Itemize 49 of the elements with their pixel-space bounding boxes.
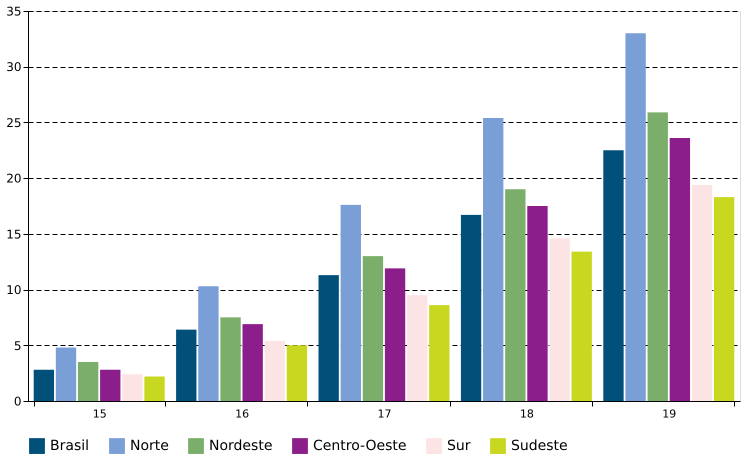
- legend-label: Sur: [447, 438, 471, 454]
- bar: [460, 214, 482, 401]
- y-tick-label: 25: [6, 116, 22, 130]
- bar: [549, 238, 570, 401]
- x-tick-label: 18: [520, 408, 534, 420]
- y-tick-label: 5: [14, 338, 22, 353]
- bar: [100, 370, 120, 401]
- y-tick-label: 35: [6, 4, 22, 18]
- x-tick-label: 16: [235, 408, 250, 420]
- bar: [407, 295, 428, 401]
- bar: [692, 184, 712, 401]
- bar: [340, 204, 361, 401]
- bar: [362, 256, 384, 401]
- legend-label: Brasil: [50, 438, 90, 454]
- bar: [714, 197, 734, 401]
- x-tick-label: 19: [662, 408, 676, 420]
- bar: [286, 345, 308, 401]
- bar: [318, 275, 339, 401]
- bar: [429, 305, 450, 401]
- legend-label: Sudeste: [511, 438, 568, 454]
- bar: [603, 150, 624, 401]
- bar: [670, 138, 690, 401]
- y-tick-label: 10: [6, 283, 22, 298]
- legend-label: Centro-Oeste: [313, 438, 406, 454]
- y-tick-label: 15: [6, 227, 22, 242]
- bar: [220, 317, 241, 401]
- x-tick-label: 15: [92, 408, 107, 420]
- bar: [572, 252, 592, 401]
- bar: [242, 324, 263, 401]
- bar: [144, 376, 165, 401]
- bar: [527, 206, 548, 401]
- y-tick-label: 0: [14, 394, 22, 408]
- x-tick-label: 17: [378, 408, 392, 420]
- legend-label: Norte: [130, 438, 169, 454]
- y-tick-label: 30: [6, 60, 22, 74]
- bar: [34, 370, 54, 401]
- bar: [122, 374, 143, 401]
- bar: [198, 286, 219, 401]
- bar: [384, 268, 406, 401]
- bar: [483, 118, 504, 401]
- bar: [648, 112, 668, 401]
- bar: [78, 362, 98, 401]
- bar: [56, 348, 76, 401]
- legend-label: Nordeste: [209, 438, 272, 454]
- bar: [176, 330, 196, 401]
- bar: [625, 33, 646, 401]
- bar: [505, 189, 526, 401]
- y-tick-label: 20: [6, 172, 22, 186]
- bar: [264, 340, 285, 401]
